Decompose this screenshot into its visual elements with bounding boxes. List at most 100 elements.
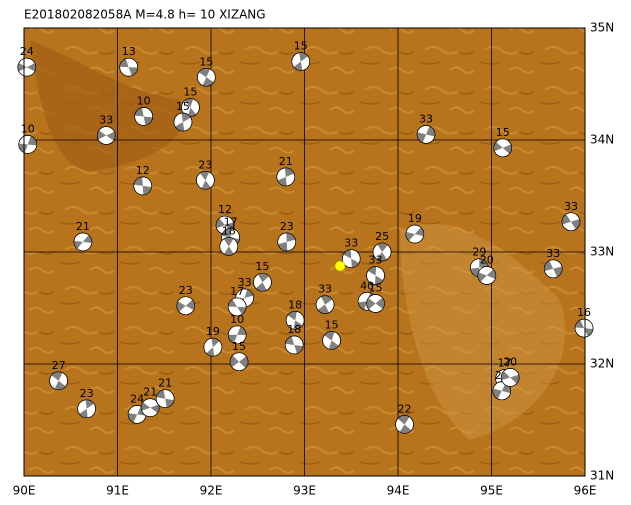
ball-quadrant [133, 176, 143, 186]
ball-quadrant [294, 344, 304, 354]
depth-label: 33 [344, 237, 358, 250]
depth-label: 12 [218, 203, 232, 216]
depth-label: 33 [419, 112, 433, 125]
ball-rim [477, 266, 497, 285]
ball-rim [291, 52, 311, 71]
ball-quadrant [486, 269, 496, 279]
ball-quadrant [223, 237, 234, 247]
ball-rim [500, 368, 520, 387]
ball-rim [253, 272, 272, 292]
depth-label: 16 [577, 306, 591, 319]
x-tick-label: 91E [106, 484, 129, 498]
ball-quadrant [201, 180, 211, 190]
depth-label: 15 [325, 318, 339, 331]
ball-quadrant [397, 415, 410, 425]
depth-label: 25 [375, 230, 389, 243]
ball-rim [276, 167, 296, 187]
ball-quadrant [575, 320, 585, 329]
ball-rim [17, 57, 37, 77]
ball-rim [18, 135, 38, 154]
ball-rim [49, 371, 68, 391]
beach-ball [500, 368, 520, 387]
ball-quadrant [287, 311, 297, 321]
ball-rim [543, 259, 563, 279]
ball-quadrant [376, 252, 387, 261]
ball-quadrant [128, 67, 138, 76]
terrain-dark [30, 40, 186, 172]
beach-ball [96, 126, 116, 145]
beach-ball [341, 249, 361, 269]
ball-quadrant [479, 258, 489, 268]
depth-label: 15 [294, 40, 308, 53]
depth-label: 17 [498, 357, 512, 370]
ball-quadrant [134, 107, 144, 117]
ball-quadrant [211, 338, 220, 348]
ball-quadrant [143, 116, 153, 126]
depth-label: 40 [360, 279, 374, 292]
ball-rim [341, 249, 361, 269]
ball-rim [366, 266, 385, 285]
beach-ball [18, 135, 38, 154]
ball-quadrant [82, 234, 92, 243]
ball-quadrant [570, 219, 580, 230]
ball-quadrant [286, 232, 296, 242]
ball-rim [372, 242, 392, 262]
depth-label: 15 [232, 340, 246, 353]
beach-ball [77, 399, 96, 419]
ball-quadrant [377, 242, 388, 252]
ball-rim [322, 331, 341, 350]
ball-quadrant [184, 98, 194, 108]
ball-quadrant [321, 295, 333, 305]
beach-ball [140, 398, 160, 417]
depth-label: 20 [503, 355, 517, 368]
depth-label: 10 [230, 313, 244, 326]
ball-rim [196, 171, 215, 190]
ball-quadrant [216, 218, 226, 229]
ball-quadrant [366, 298, 376, 310]
beach-ball [284, 335, 304, 355]
depth-label: 29 [472, 246, 486, 259]
ball-quadrant [187, 107, 197, 117]
ball-rim [277, 232, 297, 252]
ball-quadrant [198, 68, 211, 78]
ball-quadrant [165, 398, 175, 408]
ball-quadrant [293, 320, 303, 330]
depth-label: 19 [206, 325, 220, 338]
depth-label: 27 [52, 359, 66, 372]
ball-rim [227, 325, 247, 345]
beach-ball [543, 259, 563, 279]
beach-ball [416, 125, 436, 144]
y-tick-label: 31N [590, 469, 614, 483]
y-tick-label: 34N [590, 133, 614, 147]
ball-quadrant [470, 267, 480, 277]
beach-ball [49, 371, 68, 391]
ball-quadrant [375, 297, 385, 309]
ball-rim [405, 224, 425, 244]
ball-quadrant [293, 61, 303, 71]
ball-rim [73, 232, 93, 252]
ball-rim [227, 297, 247, 317]
ball-rim [181, 98, 200, 117]
ball-rim [219, 237, 239, 256]
ball-quadrant [230, 355, 240, 368]
ball-quadrant [73, 240, 83, 249]
ball-quadrant [501, 371, 511, 381]
beach-ball [477, 266, 497, 285]
ball-rim [134, 107, 153, 126]
ball-quadrant [317, 304, 330, 314]
x-tick-label: 96E [574, 484, 597, 498]
ball-quadrant [502, 144, 512, 154]
beach-ball [133, 176, 153, 196]
ball-quadrant [255, 282, 267, 292]
ball-quadrant [185, 299, 195, 311]
ball-quadrant [492, 388, 502, 399]
beach-ball [574, 318, 594, 338]
ball-rim [366, 294, 385, 313]
ball-quadrant [510, 374, 520, 384]
ball-quadrant [142, 185, 152, 195]
ball-rim [140, 398, 160, 417]
y-tick-label: 35N [590, 21, 614, 35]
ball-quadrant [299, 52, 308, 62]
depth-label: 15 [255, 260, 269, 273]
ball-rim [492, 381, 512, 401]
